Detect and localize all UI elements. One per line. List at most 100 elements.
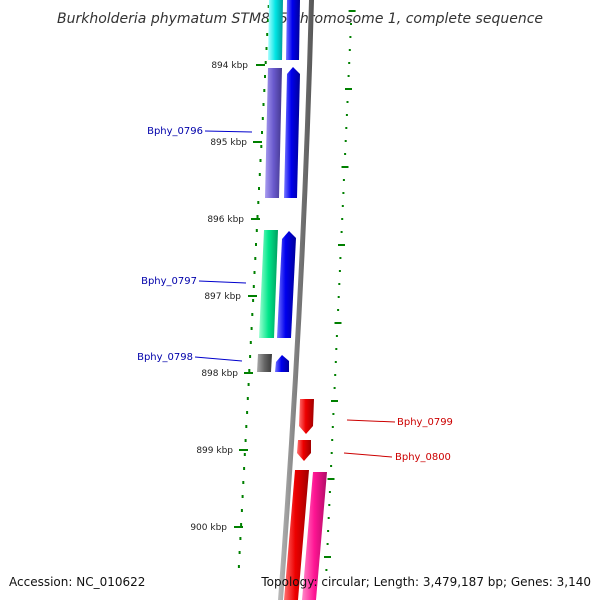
ruler-dot [255,229,258,232]
gc-dots-right [324,10,356,571]
cds-feature-bphy-0800[interactable] [297,440,311,461]
ruler-dot [261,131,263,134]
gene-label-bphy-0796[interactable]: Bphy_0796 [147,126,203,137]
gc-dot [345,114,348,116]
ruler-dot [241,495,244,498]
ruler-dot [257,201,260,204]
gc-dot [337,296,340,298]
gc-dot [342,179,345,181]
gc-dot [335,348,338,350]
cds-feature-bphy-0797[interactable] [277,231,296,338]
ruler-dot [267,19,269,22]
gc-dot [331,426,334,428]
gc-dot [342,192,345,194]
ruler-dot [265,47,268,50]
gene-label-bphy-0797[interactable]: Bphy_0797 [141,276,197,287]
gc-dot [338,270,341,272]
ruler-dot [246,411,249,414]
ruler-dot [264,61,267,64]
ruler-dot [260,145,263,148]
ruler-dot [245,425,248,428]
ruler-dot [243,453,246,456]
ruler-dot [249,355,252,358]
ruler-dot [252,285,255,288]
ruler-dot [246,397,249,400]
ruler-dot [237,565,240,568]
gc-dot [324,556,331,558]
tick-label-898: 898 kbp [201,369,238,379]
ruler-dot [256,215,259,218]
gc-dot [328,491,331,493]
gc-dot [347,75,350,77]
tick-label-897: 897 kbp [204,292,241,302]
gc-dot [338,283,341,285]
gc-dot [345,88,352,90]
ruler-dot [258,173,261,176]
gc-dot [330,452,333,454]
ruler-dot [243,467,246,470]
gc-dot [328,504,331,506]
ruler-dot [240,509,243,512]
leader-line-bphy-0797 [198,280,247,284]
gene-label-bphy-0798[interactable]: Bphy_0798 [137,352,193,363]
gc-dot [326,543,329,545]
ruler-dot [253,271,256,274]
map-title: Burkholderia phymatum STM815 chromosome … [57,11,543,27]
gc-dot [348,49,351,51]
ruler-dot [252,299,255,302]
gene-label-bphy-0799[interactable]: Bphy_0799 [397,417,453,428]
ruler-dot [259,159,262,162]
cds-feature-bphy-0799[interactable] [299,399,314,434]
gc-dot [348,10,356,12]
gene-feature-bphy-0797[interactable] [259,230,278,338]
gc-dot [340,231,343,233]
topology-text: Topology: circular; Length: 3,479,187 bp… [260,575,591,589]
ruler-dot [251,313,254,316]
gc-dot [341,166,349,168]
gc-dot [348,62,351,64]
ruler-dot [263,89,266,92]
gc-dot [327,530,330,532]
ruler-dot [254,257,257,260]
ruler-dot [267,5,270,8]
ruler-dot [249,341,252,344]
gc-dot [350,23,352,25]
ruler-dot [248,369,251,372]
gc-dot [327,517,330,519]
sequence-backbone [278,0,314,600]
ruler-dot [238,551,241,554]
cds-feature-top[interactable] [286,0,300,60]
gc-dot [349,36,352,38]
gene-feature-cyan[interactable] [268,0,283,60]
gc-dot [330,465,333,467]
gc-dot [341,205,344,207]
gc-dot [346,101,349,103]
gc-dot [341,218,344,220]
gene-feature-bphy-0798[interactable] [257,354,272,372]
cds-feature-bottom[interactable] [284,470,309,600]
gc-dot [334,322,342,324]
gene-feature-bphy-0796[interactable] [265,68,282,198]
ruler-dot [244,439,247,442]
gc-dot [333,387,336,389]
gc-dot [325,569,328,571]
cds-feature-bphy-0796[interactable] [284,67,300,198]
accession-text: Accession: NC_010622 [9,575,145,589]
gene-label-bphy-0800[interactable]: Bphy_0800 [395,452,451,463]
gene-feature-pink[interactable] [302,472,327,600]
tick-label-896: 896 kbp [207,215,244,225]
gc-dot [339,257,342,259]
leader-line-bphy-0799 [346,419,396,423]
gc-dot [344,153,347,155]
cds-feature-bphy-0798[interactable] [275,355,289,372]
gc-dot [338,244,345,246]
gc-dot [331,439,334,441]
leader-line-bphy-0800 [343,452,393,458]
tick-group: 894 kbp 895 kbp 896 kbp 897 kbp 898 kbp … [190,61,265,533]
gc-dot [345,127,348,129]
ruler-dot [239,537,242,540]
gc-dot [334,361,337,363]
tick-label-894: 894 kbp [211,61,248,71]
